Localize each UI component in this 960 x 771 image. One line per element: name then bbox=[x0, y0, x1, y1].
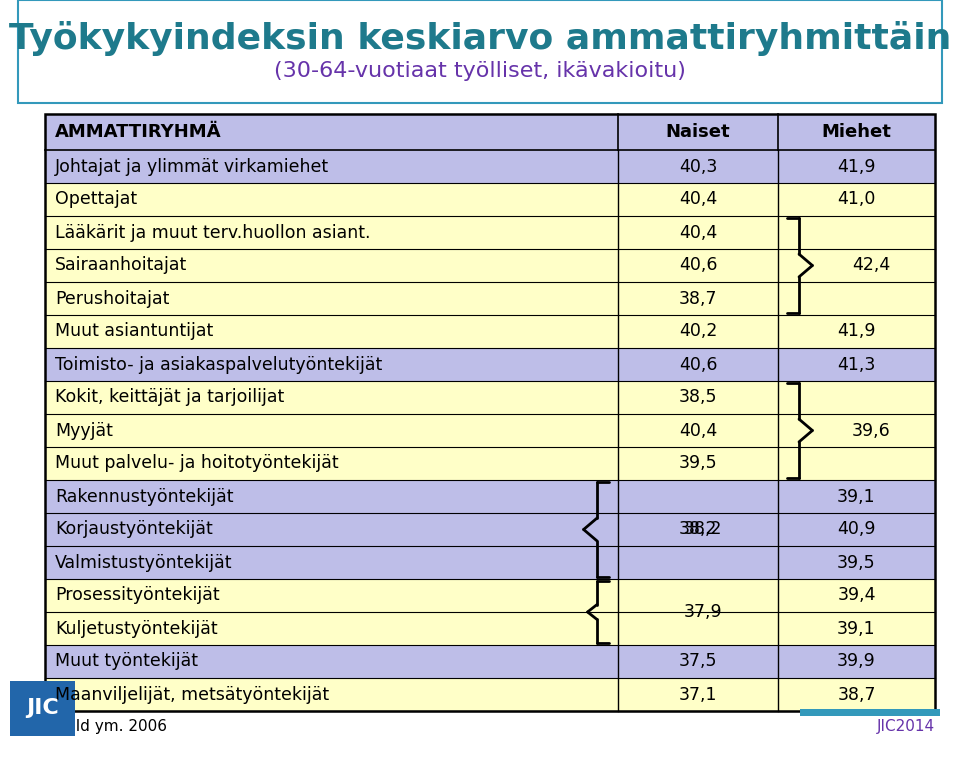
Bar bbox=[45, 315, 935, 348]
Text: 41,0: 41,0 bbox=[837, 190, 876, 208]
Bar bbox=[45, 546, 935, 579]
Text: 40,6: 40,6 bbox=[679, 257, 717, 274]
Text: Maanviljelijät, metsätyöntekijät: Maanviljelijät, metsätyöntekijät bbox=[55, 685, 329, 703]
Bar bbox=[45, 282, 935, 315]
Text: 40,4: 40,4 bbox=[679, 190, 717, 208]
Bar bbox=[18, 0, 942, 103]
Text: 42,4: 42,4 bbox=[852, 257, 891, 274]
Text: 38,2: 38,2 bbox=[679, 520, 717, 538]
Text: 40,3: 40,3 bbox=[679, 157, 717, 176]
Text: 37,5: 37,5 bbox=[679, 652, 717, 671]
Text: Opettajat: Opettajat bbox=[55, 190, 137, 208]
Text: Perushoitajat: Perushoitajat bbox=[55, 289, 169, 308]
Text: Korjaustyöntekijät: Korjaustyöntekijät bbox=[55, 520, 213, 538]
Text: 40,6: 40,6 bbox=[679, 355, 717, 373]
Text: JIC2014: JIC2014 bbox=[876, 719, 935, 734]
Text: Myyjät: Myyjät bbox=[55, 422, 113, 439]
Text: 41,9: 41,9 bbox=[837, 322, 876, 341]
Text: Miehet: Miehet bbox=[822, 123, 892, 141]
Bar bbox=[45, 114, 935, 711]
Text: Kuljetustyöntekijät: Kuljetustyöntekijät bbox=[55, 620, 218, 638]
Text: JIC: JIC bbox=[26, 699, 59, 719]
Bar bbox=[45, 216, 935, 249]
Text: 39,6: 39,6 bbox=[852, 422, 891, 439]
Bar bbox=[45, 249, 935, 282]
Bar bbox=[45, 150, 935, 183]
Text: 39,4: 39,4 bbox=[837, 587, 876, 604]
Text: Prosessityöntekijät: Prosessityöntekijät bbox=[55, 587, 220, 604]
Text: 40,4: 40,4 bbox=[679, 224, 717, 241]
Text: Toimisto- ja asiakaspalvelutyöntekijät: Toimisto- ja asiakaspalvelutyöntekijät bbox=[55, 355, 382, 373]
Text: 38,5: 38,5 bbox=[679, 389, 717, 406]
Text: Sairaanhoitajat: Sairaanhoitajat bbox=[55, 257, 187, 274]
Text: 39,9: 39,9 bbox=[837, 652, 876, 671]
Text: 38,7: 38,7 bbox=[837, 685, 876, 703]
Text: 39,5: 39,5 bbox=[679, 454, 717, 473]
Text: Naiset: Naiset bbox=[665, 123, 731, 141]
Bar bbox=[45, 183, 935, 216]
Text: Muut asiantuntijat: Muut asiantuntijat bbox=[55, 322, 213, 341]
Bar bbox=[45, 414, 935, 447]
Bar bbox=[45, 114, 935, 150]
Text: Muut työntekijät: Muut työntekijät bbox=[55, 652, 198, 671]
Text: 38,7: 38,7 bbox=[679, 289, 717, 308]
Bar bbox=[45, 513, 935, 546]
Text: 37,1: 37,1 bbox=[679, 685, 717, 703]
Text: Lääkärit ja muut terv.huollon asiant.: Lääkärit ja muut terv.huollon asiant. bbox=[55, 224, 371, 241]
Text: 40,9: 40,9 bbox=[837, 520, 876, 538]
Text: Gould ym. 2006: Gould ym. 2006 bbox=[45, 719, 167, 734]
Text: (30-64-vuotiaat työlliset, ikävakioitu): (30-64-vuotiaat työlliset, ikävakioitu) bbox=[274, 61, 686, 81]
Bar bbox=[45, 447, 935, 480]
Text: Työkykyindeksin keskiarvo ammattiryhmittäin: Työkykyindeksin keskiarvo ammattiryhmitt… bbox=[9, 21, 951, 56]
Bar bbox=[45, 645, 935, 678]
Bar bbox=[45, 480, 935, 513]
Bar bbox=[45, 348, 935, 381]
Text: Valmistustyöntekijät: Valmistustyöntekijät bbox=[55, 554, 232, 571]
Bar bbox=[10, 681, 75, 736]
Text: 39,5: 39,5 bbox=[837, 554, 876, 571]
Bar bbox=[45, 381, 935, 414]
Text: 40,4: 40,4 bbox=[679, 422, 717, 439]
Bar bbox=[45, 678, 935, 711]
Text: 39,1: 39,1 bbox=[837, 487, 876, 506]
Text: 39,1: 39,1 bbox=[837, 620, 876, 638]
Text: Rakennustyöntekijät: Rakennustyöntekijät bbox=[55, 487, 233, 506]
Bar bbox=[800, 709, 940, 716]
Text: 38,2: 38,2 bbox=[684, 520, 722, 538]
Text: 41,9: 41,9 bbox=[837, 157, 876, 176]
Text: 37,9: 37,9 bbox=[684, 603, 722, 621]
Text: Kokit, keittäjät ja tarjoilijat: Kokit, keittäjät ja tarjoilijat bbox=[55, 389, 284, 406]
Bar bbox=[45, 612, 935, 645]
Text: Johtajat ja ylimmät virkamiehet: Johtajat ja ylimmät virkamiehet bbox=[55, 157, 329, 176]
Text: Muut palvelu- ja hoitotyöntekijät: Muut palvelu- ja hoitotyöntekijät bbox=[55, 454, 339, 473]
Text: 40,2: 40,2 bbox=[679, 322, 717, 341]
Text: AMMATTIRYHMÄ: AMMATTIRYHMÄ bbox=[55, 123, 222, 141]
Text: 41,3: 41,3 bbox=[837, 355, 876, 373]
Bar bbox=[45, 579, 935, 612]
